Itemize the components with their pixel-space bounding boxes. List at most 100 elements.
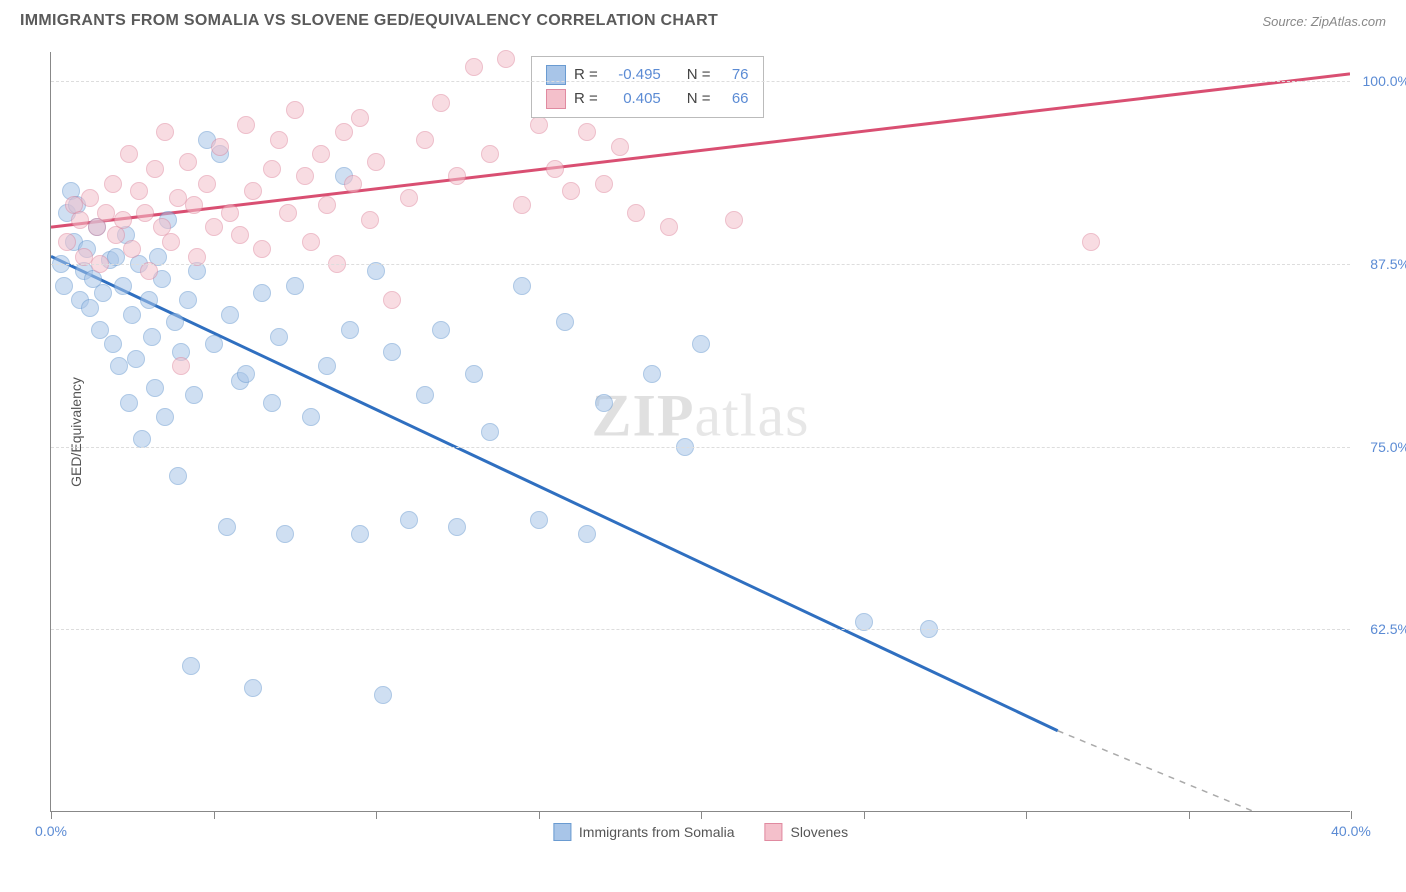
data-point-somalia xyxy=(383,343,401,361)
legend-item-slovenes: Slovenes xyxy=(765,823,849,841)
data-point-somalia xyxy=(179,291,197,309)
data-point-slovenes xyxy=(244,182,262,200)
data-point-somalia xyxy=(166,313,184,331)
data-point-slovenes xyxy=(367,153,385,171)
data-point-slovenes xyxy=(231,226,249,244)
data-point-somalia xyxy=(253,284,271,302)
data-point-somalia xyxy=(276,525,294,543)
r-value: -0.495 xyxy=(606,63,661,87)
data-point-somalia xyxy=(595,394,613,412)
x-tick xyxy=(1026,811,1027,819)
data-point-slovenes xyxy=(58,233,76,251)
data-point-slovenes xyxy=(416,131,434,149)
data-point-slovenes xyxy=(81,189,99,207)
data-point-somalia xyxy=(270,328,288,346)
r-value: 0.405 xyxy=(606,87,661,111)
data-point-slovenes xyxy=(546,160,564,178)
data-point-slovenes xyxy=(448,167,466,185)
data-point-slovenes xyxy=(335,123,353,141)
data-point-somalia xyxy=(481,423,499,441)
legend-label: Slovenes xyxy=(791,824,849,840)
y-tick-label: 62.5% xyxy=(1370,621,1406,637)
chart-title: IMMIGRANTS FROM SOMALIA VS SLOVENE GED/E… xyxy=(20,12,718,30)
data-point-slovenes xyxy=(361,211,379,229)
data-point-somalia xyxy=(104,335,122,353)
legend-item-somalia: Immigrants from Somalia xyxy=(553,823,735,841)
data-point-slovenes xyxy=(205,218,223,236)
data-point-slovenes xyxy=(211,138,229,156)
data-point-slovenes xyxy=(611,138,629,156)
data-point-somalia xyxy=(120,394,138,412)
x-tick-label: 0.0% xyxy=(35,823,67,839)
data-point-somalia xyxy=(341,321,359,339)
data-point-slovenes xyxy=(136,204,154,222)
data-point-somalia xyxy=(146,379,164,397)
data-point-slovenes xyxy=(146,160,164,178)
data-point-somalia xyxy=(692,335,710,353)
data-point-somalia xyxy=(578,525,596,543)
data-point-somalia xyxy=(513,277,531,295)
data-point-slovenes xyxy=(513,196,531,214)
x-tick xyxy=(51,811,52,819)
data-point-somalia xyxy=(133,430,151,448)
n-label: N = xyxy=(687,63,711,87)
data-point-slovenes xyxy=(286,101,304,119)
data-point-somalia xyxy=(643,365,661,383)
data-point-somalia xyxy=(127,350,145,368)
bottom-legend: Immigrants from Somalia Slovenes xyxy=(553,823,848,841)
data-point-slovenes xyxy=(179,153,197,171)
data-point-slovenes xyxy=(114,211,132,229)
data-point-slovenes xyxy=(383,291,401,309)
r-label: R = xyxy=(574,87,598,111)
r-label: R = xyxy=(574,63,598,87)
data-point-somalia xyxy=(465,365,483,383)
data-point-slovenes xyxy=(221,204,239,222)
legend-label: Immigrants from Somalia xyxy=(579,824,735,840)
data-point-somalia xyxy=(855,613,873,631)
y-axis-title: GED/Equivalency xyxy=(68,377,84,487)
x-tick xyxy=(1189,811,1190,819)
data-point-slovenes xyxy=(660,218,678,236)
data-point-slovenes xyxy=(185,196,203,214)
trend-lines-svg xyxy=(51,52,1350,811)
data-point-somalia xyxy=(185,386,203,404)
data-point-somalia xyxy=(448,518,466,536)
data-point-somalia xyxy=(218,518,236,536)
data-point-slovenes xyxy=(530,116,548,134)
x-tick xyxy=(539,811,540,819)
data-point-slovenes xyxy=(162,233,180,251)
data-point-slovenes xyxy=(627,204,645,222)
data-point-somalia xyxy=(530,511,548,529)
trend-line-somalia xyxy=(51,256,1058,730)
data-point-slovenes xyxy=(270,131,288,149)
data-point-somalia xyxy=(286,277,304,295)
x-tick xyxy=(376,811,377,819)
data-point-somalia xyxy=(156,408,174,426)
data-point-somalia xyxy=(221,306,239,324)
data-point-slovenes xyxy=(279,204,297,222)
y-tick-label: 100.0% xyxy=(1363,73,1406,89)
data-point-slovenes xyxy=(302,233,320,251)
grid-line xyxy=(51,629,1350,630)
data-point-somalia xyxy=(110,357,128,375)
data-point-slovenes xyxy=(263,160,281,178)
data-point-slovenes xyxy=(130,182,148,200)
data-point-slovenes xyxy=(595,175,613,193)
data-point-slovenes xyxy=(400,189,418,207)
n-value: 76 xyxy=(719,63,749,87)
data-point-somalia xyxy=(81,299,99,317)
y-tick-label: 87.5% xyxy=(1370,256,1406,272)
corr-row-somalia: R = -0.495 N = 76 xyxy=(546,63,749,87)
data-point-somalia xyxy=(182,657,200,675)
correlation-box: R =-0.495N =76R =0.405N =66 xyxy=(531,56,764,118)
data-point-somalia xyxy=(55,277,73,295)
data-point-somalia xyxy=(374,686,392,704)
data-point-somalia xyxy=(107,248,125,266)
data-point-somalia xyxy=(143,328,161,346)
data-point-somalia xyxy=(351,525,369,543)
n-label: N = xyxy=(687,87,711,111)
data-point-slovenes xyxy=(198,175,216,193)
data-point-slovenes xyxy=(237,116,255,134)
x-tick xyxy=(864,811,865,819)
x-tick xyxy=(1351,811,1352,819)
